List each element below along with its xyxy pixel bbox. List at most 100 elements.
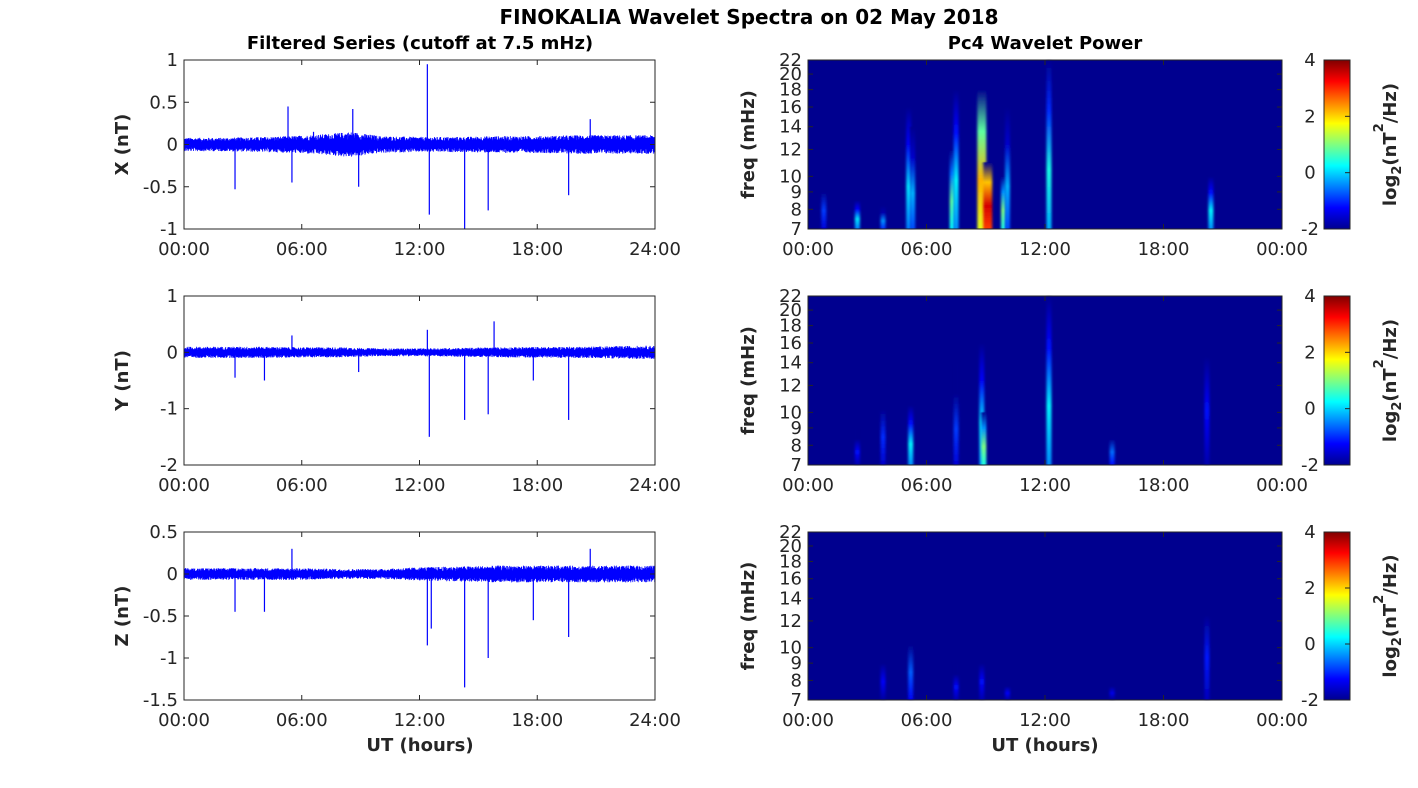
power-burst xyxy=(979,647,985,700)
colorbar-label-part: log xyxy=(1380,646,1401,677)
y-tick-label: 9 xyxy=(791,418,802,439)
x-tick-label: 06:00 xyxy=(901,710,953,731)
y-axis-label: Z (nT) xyxy=(112,586,133,647)
x-tick-label: 24:00 xyxy=(629,710,681,731)
colorbar-label-part: log xyxy=(1380,411,1401,442)
colorbar-tick-label: 2 xyxy=(1304,578,1315,599)
colorbar-gradient xyxy=(1323,531,1351,701)
power-burst xyxy=(880,647,886,700)
colorbar-tick-label: 0 xyxy=(1304,163,1315,184)
colorbar-tick-label: 4 xyxy=(1304,50,1315,71)
y-axis-label: freq (mHz) xyxy=(738,562,759,671)
plot-area xyxy=(184,296,655,465)
power-burst xyxy=(979,342,985,465)
colorbar-tick-label: 2 xyxy=(1304,342,1315,363)
y-tick-label: 9 xyxy=(791,182,802,203)
x-tick-label: 12:00 xyxy=(1019,710,1071,731)
y-tick-label: 16 xyxy=(779,569,802,590)
y-tick-label: 18 xyxy=(779,80,802,101)
x-tick-label: 18:00 xyxy=(511,475,563,496)
colorbar-tick-label: 0 xyxy=(1304,399,1315,420)
x-tick-label: 00:00 xyxy=(158,239,210,260)
y-tick-label: 12 xyxy=(779,375,802,396)
y-tick-label: 18 xyxy=(779,551,802,572)
data-trace xyxy=(183,345,656,360)
x-tick-label: 24:00 xyxy=(629,475,681,496)
colorbar-label-part: log xyxy=(1380,175,1401,206)
colorbar-tick-label: 4 xyxy=(1304,286,1315,307)
y-tick-label: -0.5 xyxy=(143,177,178,198)
y-tick-label: 14 xyxy=(779,588,802,609)
right-x-axis-label: UT (hours) xyxy=(991,735,1098,756)
y-tick-label: 9 xyxy=(791,653,802,674)
right-column-title: Pc4 Wavelet Power xyxy=(948,33,1143,54)
y-tick-label: -1 xyxy=(160,219,178,240)
colorbar-tick-label: 2 xyxy=(1304,106,1315,127)
power-burst xyxy=(953,89,959,229)
colorbar: 4 2 0 -2 log2(nT2/Hz) xyxy=(1301,50,1405,240)
y-axis-label: freq (mHz) xyxy=(738,90,759,199)
power-burst xyxy=(953,663,959,700)
y-tick-label: 22 xyxy=(779,522,802,543)
y-tick-label: 20 xyxy=(779,64,802,85)
left-column-title: Filtered Series (cutoff at 7.5 mHz) xyxy=(247,33,593,54)
y-tick-label: 1 xyxy=(167,50,178,71)
colorbar-gradient xyxy=(1323,59,1351,230)
y-tick-label: 10 xyxy=(779,166,802,187)
x-tick-label: 18:00 xyxy=(511,710,563,731)
power-burst xyxy=(854,427,860,465)
colorbar-gradient xyxy=(1323,295,1351,466)
spectrum-background xyxy=(808,532,1282,700)
x-tick-label: 00:00 xyxy=(1256,239,1308,260)
y-tick-label: 10 xyxy=(779,402,802,423)
x-tick-label: 18:00 xyxy=(511,239,563,260)
x-tick-label: 00:00 xyxy=(782,710,834,731)
colorbar-label-part: (nT xyxy=(1380,368,1401,402)
plot-area xyxy=(184,532,655,700)
y-tick-label: 14 xyxy=(779,117,802,138)
colorbar-label: log2(nT2/Hz) xyxy=(1372,554,1405,677)
y-tick-label: 14 xyxy=(779,353,802,374)
y-tick-label: -2 xyxy=(160,455,178,476)
power-burst xyxy=(880,385,886,465)
power-burst xyxy=(1109,680,1115,700)
power-burst xyxy=(1004,680,1010,700)
colorbar-label-part: /Hz) xyxy=(1380,319,1401,359)
x-tick-label: 06:00 xyxy=(276,475,328,496)
power-burst xyxy=(1004,106,1010,229)
power-burst xyxy=(953,362,959,465)
y-axis-label: Y (nT) xyxy=(112,350,133,412)
y-tick-label: 18 xyxy=(779,316,802,337)
colorbar-label-part: (nT xyxy=(1380,132,1401,166)
x-tick-label: 18:00 xyxy=(1138,239,1190,260)
data-trace xyxy=(183,132,656,157)
y-tick-label: 20 xyxy=(779,536,802,557)
x-tick-label: 00:00 xyxy=(1256,710,1308,731)
y-tick-label: 20 xyxy=(779,300,802,321)
figure-title: FINOKALIA Wavelet Spectra on 02 May 2018 xyxy=(499,5,998,29)
y-tick-label: -1 xyxy=(160,648,178,669)
colorbar-label-sub: 2 xyxy=(1390,402,1405,411)
power-burst xyxy=(1208,176,1214,229)
colorbar-label-part: (nT xyxy=(1380,603,1401,637)
power-burst xyxy=(1046,296,1052,465)
y-tick-label: 8 xyxy=(791,670,802,691)
colorbar-label-sub: 2 xyxy=(1390,637,1405,646)
y-axis-label: freq (mHz) xyxy=(738,326,759,435)
data-trace xyxy=(183,565,656,583)
x-tick-label: 00:00 xyxy=(782,475,834,496)
y-tick-label: 0.5 xyxy=(149,92,178,113)
colorbar-tick-label: -2 xyxy=(1301,219,1319,240)
power-burst xyxy=(880,205,886,229)
y-tick-label: 12 xyxy=(779,611,802,632)
colorbar-label: log2(nT2/Hz) xyxy=(1372,319,1405,442)
y-tick-label: -0.5 xyxy=(143,606,178,627)
power-burst xyxy=(821,176,827,229)
y-tick-label: 0 xyxy=(167,564,178,585)
y-tick-label: 7 xyxy=(791,219,802,240)
power-burst xyxy=(1046,60,1052,229)
x-tick-label: 06:00 xyxy=(276,710,328,731)
colorbar-label: log2(nT2/Hz) xyxy=(1372,83,1405,206)
